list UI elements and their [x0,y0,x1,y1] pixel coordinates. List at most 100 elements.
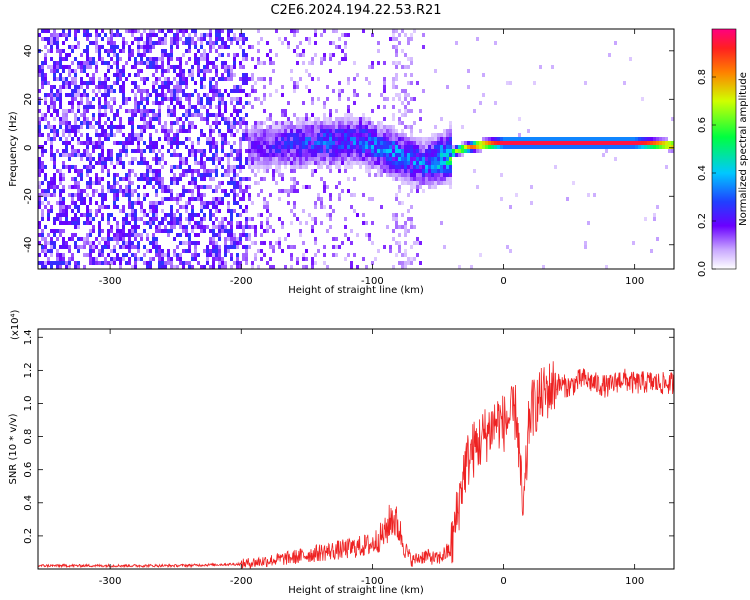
spectrogram-cell [65,37,68,41]
spectrogram-cell [377,249,380,253]
spectrogram-cell [218,53,221,57]
spectrogram-cell [293,89,296,93]
spectrogram-cell [113,261,116,265]
spectrogram-cell [149,205,152,209]
spectrogram-cell [38,121,41,125]
spectrogram-cell [254,225,257,229]
spectrogram-cell [206,137,209,141]
spectrogram-cell [140,149,143,153]
spectrogram-cell [614,41,617,45]
spectrogram-cell [419,145,422,149]
spectrogram-cell [275,133,278,137]
spectrogram-cell [170,141,173,145]
spectrogram-cell [332,29,335,33]
spectrogram-cell [395,161,398,165]
spectrogram-cell [215,165,218,169]
spectrogram-cell [65,241,68,245]
spectrogram-cell [236,129,239,133]
spectrogram-cell [404,33,407,37]
spectrogram-cell [242,253,245,257]
spectrogram-cell [50,141,53,145]
y-tick-label: 1.2 [23,362,34,378]
spectrogram-cell [353,149,356,153]
spectrogram-cell [296,153,299,157]
spectrogram-cell [194,45,197,49]
spectrogram-cell [233,241,236,245]
spectrogram-cell [80,237,83,241]
spectrogram-cell [149,241,152,245]
spectrogram-cell [338,197,341,201]
spectrogram-cell [200,161,203,165]
spectrogram-cell [260,125,263,129]
spectrogram-cell [314,33,317,37]
spectrogram-cell [59,49,62,53]
spectrogram-cell [179,81,182,85]
spectrogram-cell [170,225,173,229]
spectrogram-cell [239,77,242,81]
spectrogram-cell [605,145,608,149]
spectrogram-cell [311,125,314,129]
spectrogram-cell [278,197,281,201]
spectrogram-cell [155,157,158,161]
spectrogram-cell [647,145,650,149]
spectrogram-cell [197,57,200,61]
spectrogram-cell [482,141,485,145]
spectrogram-cell [200,185,203,189]
spectrogram-cell [218,77,221,81]
spectrogram-cell [230,121,233,125]
spectrogram-cell [101,197,104,201]
spectrogram-cell [236,173,239,177]
spectrogram-cell [110,97,113,101]
spectrogram-cell [176,217,179,221]
spectrogram-cell [422,165,425,169]
spectrogram-cell [83,89,86,93]
spectrogram-cell [62,185,65,189]
spectrogram-cell [245,253,248,257]
spectrogram-cell [164,133,167,137]
spectrogram-cell [134,221,137,225]
spectrogram-cell [44,177,47,181]
spectrogram-cell [380,165,383,169]
spectrogram-cell [77,205,80,209]
spectrogram-cell [65,77,68,81]
spectrogram-cell [320,161,323,165]
spectrogram-cell [203,173,206,177]
spectrogram-cell [215,157,218,161]
spectrogram-cell [266,161,269,165]
spectrogram-cell [194,53,197,57]
spectrogram-cell [224,109,227,113]
spectrogram-cell [413,185,416,189]
spectrogram-cell [215,217,218,221]
spectrogram-cell [68,85,71,89]
spectrogram-cell [83,61,86,65]
spectrogram-cell [368,149,371,153]
spectrogram-cell [200,105,203,109]
spectrogram-cell [527,137,530,141]
spectrogram-cell [308,89,311,93]
spectrogram-cell [59,253,62,257]
spectrogram-cell [59,105,62,109]
spectrogram-cell [374,173,377,177]
spectrogram-cell [608,53,611,57]
spectrogram-cell [413,121,416,125]
spectrogram-cell [245,257,248,261]
spectrogram-cell [122,257,125,261]
spectrogram-cell [269,145,272,149]
spectrogram-cell [416,173,419,177]
spectrogram-cell [53,137,56,141]
spectrogram-cell [113,185,116,189]
spectrogram-cell [275,169,278,173]
spectrogram-cell [266,149,269,153]
spectrogram-cell [242,233,245,237]
spectrogram-cell [209,77,212,81]
spectrogram-cell [179,241,182,245]
spectrogram-cell [434,161,437,165]
spectrogram-cell [344,129,347,133]
spectrogram-cell [95,133,98,137]
spectrogram-cell [404,149,407,153]
spectrogram-cell [170,261,173,265]
spectrogram-cell [74,265,77,269]
spectrogram-cell [122,225,125,229]
spectrogram-cell [80,65,83,69]
spectrogram-cell [368,65,371,69]
